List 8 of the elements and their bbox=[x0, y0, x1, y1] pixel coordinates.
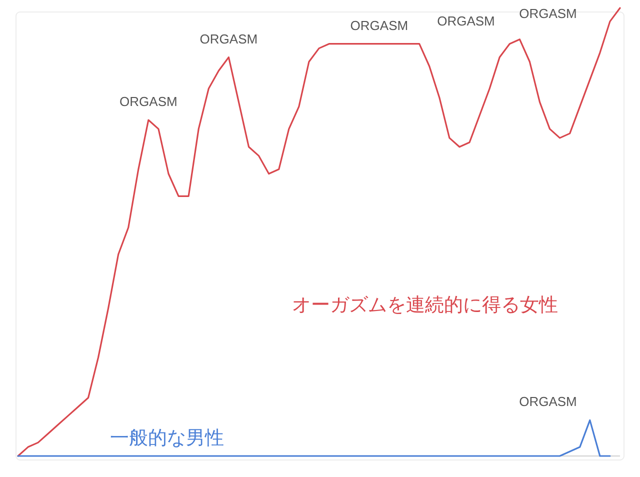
annotation: ORGASM bbox=[200, 31, 258, 46]
annotation: ORGASM bbox=[437, 13, 495, 28]
annotation: ORGASM bbox=[350, 18, 408, 33]
annotation: ORGASM bbox=[519, 6, 577, 21]
series-label: 一般的な男性 bbox=[110, 427, 224, 449]
annotation: ORGASM bbox=[120, 94, 178, 109]
text: オーガズムを連続的に得る女性 bbox=[292, 294, 558, 316]
annotation: ORGASM bbox=[519, 394, 577, 410]
